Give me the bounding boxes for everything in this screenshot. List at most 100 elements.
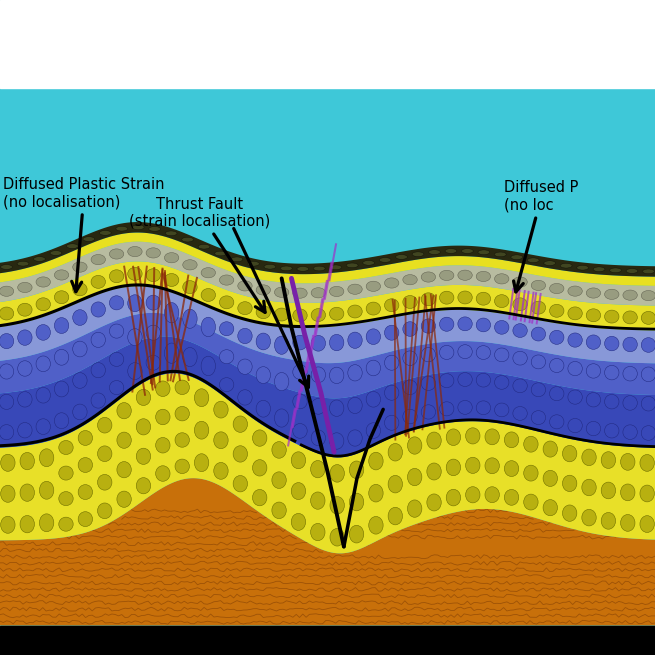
Ellipse shape: [109, 296, 124, 310]
Ellipse shape: [91, 275, 105, 288]
Ellipse shape: [256, 400, 271, 417]
Ellipse shape: [366, 392, 381, 407]
Ellipse shape: [623, 425, 637, 440]
Ellipse shape: [458, 400, 472, 415]
Ellipse shape: [195, 389, 209, 407]
Ellipse shape: [641, 367, 655, 382]
Ellipse shape: [73, 404, 87, 420]
Ellipse shape: [495, 375, 509, 389]
Ellipse shape: [421, 376, 436, 390]
Ellipse shape: [458, 345, 472, 359]
Ellipse shape: [100, 231, 111, 235]
Ellipse shape: [293, 365, 307, 379]
Ellipse shape: [313, 266, 325, 271]
Ellipse shape: [427, 432, 441, 449]
Ellipse shape: [195, 421, 209, 439]
Ellipse shape: [531, 280, 546, 291]
Ellipse shape: [311, 430, 326, 446]
Ellipse shape: [568, 362, 582, 376]
Ellipse shape: [146, 269, 160, 282]
Ellipse shape: [403, 380, 417, 395]
Ellipse shape: [348, 430, 362, 446]
Ellipse shape: [384, 385, 399, 400]
Ellipse shape: [238, 302, 252, 314]
Ellipse shape: [59, 466, 73, 480]
Ellipse shape: [458, 270, 472, 280]
Ellipse shape: [623, 337, 637, 352]
Ellipse shape: [183, 260, 197, 270]
Ellipse shape: [195, 454, 209, 472]
Ellipse shape: [601, 482, 616, 499]
Ellipse shape: [348, 305, 362, 318]
Ellipse shape: [563, 475, 577, 491]
Ellipse shape: [136, 477, 151, 494]
Ellipse shape: [20, 453, 35, 470]
Ellipse shape: [33, 257, 45, 261]
Ellipse shape: [348, 398, 362, 413]
Ellipse shape: [586, 335, 601, 349]
Ellipse shape: [513, 407, 527, 421]
Ellipse shape: [495, 403, 509, 417]
Ellipse shape: [346, 263, 358, 268]
Ellipse shape: [440, 373, 454, 388]
Ellipse shape: [601, 512, 616, 529]
Ellipse shape: [156, 381, 170, 396]
Ellipse shape: [504, 432, 519, 448]
Ellipse shape: [427, 494, 441, 511]
Ellipse shape: [349, 461, 364, 479]
Ellipse shape: [91, 255, 105, 265]
Ellipse shape: [252, 460, 267, 476]
Ellipse shape: [274, 409, 289, 427]
Ellipse shape: [586, 364, 601, 378]
Ellipse shape: [329, 286, 344, 297]
Ellipse shape: [495, 252, 506, 257]
Ellipse shape: [54, 381, 69, 397]
Ellipse shape: [274, 373, 289, 391]
Ellipse shape: [54, 270, 69, 280]
Ellipse shape: [293, 309, 307, 322]
Ellipse shape: [384, 355, 399, 370]
Ellipse shape: [183, 347, 197, 367]
Ellipse shape: [623, 366, 637, 381]
Ellipse shape: [175, 380, 189, 394]
Bar: [0, 626, 655, 655]
Ellipse shape: [366, 329, 381, 345]
Ellipse shape: [256, 306, 271, 319]
Ellipse shape: [18, 392, 32, 407]
Ellipse shape: [495, 274, 509, 284]
Text: Thrust Fault
(strain localisation): Thrust Fault (strain localisation): [129, 196, 271, 312]
Ellipse shape: [478, 250, 490, 255]
Ellipse shape: [495, 348, 509, 362]
Ellipse shape: [641, 291, 655, 301]
Ellipse shape: [256, 285, 271, 295]
Ellipse shape: [78, 485, 92, 500]
Ellipse shape: [264, 265, 276, 269]
Ellipse shape: [233, 446, 248, 462]
Ellipse shape: [476, 318, 491, 332]
Ellipse shape: [311, 367, 326, 383]
Ellipse shape: [219, 350, 234, 364]
Ellipse shape: [36, 419, 50, 434]
Ellipse shape: [117, 491, 131, 508]
Ellipse shape: [36, 356, 50, 371]
Ellipse shape: [136, 448, 151, 464]
Ellipse shape: [215, 251, 227, 256]
Ellipse shape: [116, 227, 128, 231]
Ellipse shape: [330, 529, 345, 546]
Ellipse shape: [291, 483, 306, 500]
Ellipse shape: [623, 396, 637, 410]
Ellipse shape: [586, 421, 601, 436]
Ellipse shape: [310, 460, 325, 477]
Ellipse shape: [568, 307, 582, 320]
Ellipse shape: [18, 422, 32, 438]
Ellipse shape: [495, 295, 509, 308]
Ellipse shape: [348, 284, 362, 294]
Polygon shape: [0, 286, 655, 364]
Ellipse shape: [98, 503, 112, 519]
Ellipse shape: [198, 244, 210, 249]
Ellipse shape: [272, 441, 286, 458]
Ellipse shape: [550, 386, 564, 401]
Ellipse shape: [219, 296, 234, 309]
Ellipse shape: [384, 325, 399, 340]
Polygon shape: [0, 222, 655, 276]
